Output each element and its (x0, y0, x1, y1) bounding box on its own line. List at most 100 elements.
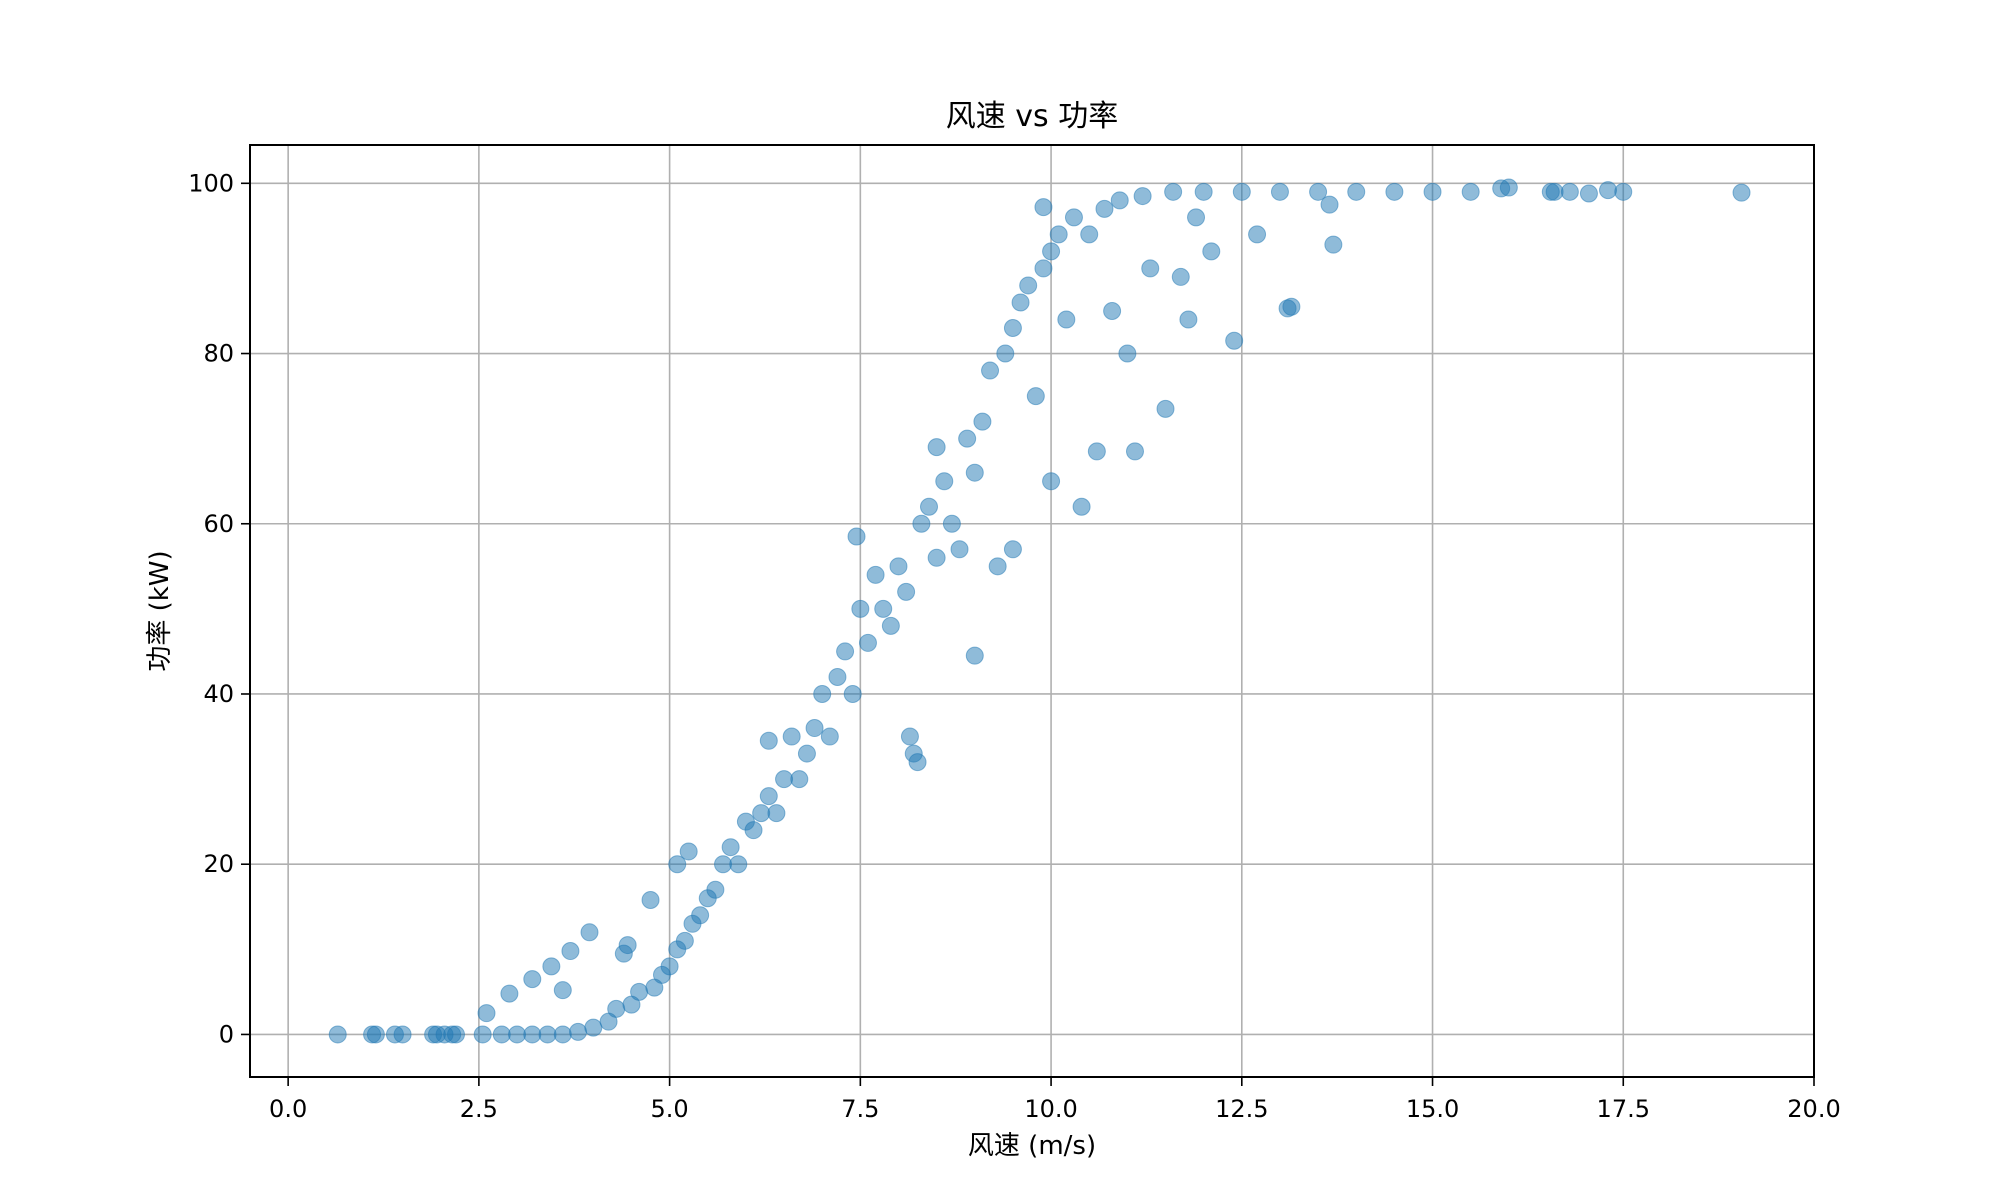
scatter-point (1156, 399, 1175, 418)
scatter-point (1461, 182, 1480, 201)
scatter-point (759, 731, 778, 750)
scatter-point (553, 1025, 572, 1044)
scatter-point (767, 804, 786, 823)
y-axis-label: 功率 (kW) (145, 550, 175, 671)
scatter-point (580, 923, 599, 942)
x-tick-label: 15.0 (1406, 1095, 1459, 1123)
scatter-point (927, 548, 946, 567)
scatter-point (836, 642, 855, 661)
scatter-point (744, 821, 763, 840)
scatter-point (889, 557, 908, 576)
scatter-point (675, 931, 694, 950)
scatter-point (1423, 182, 1442, 201)
scatter-point (641, 890, 660, 909)
y-tick-label: 0 (219, 1020, 234, 1048)
x-axis-ticks: 0.0 2.5 5.0 7.5 10.0 12.5 15.0 17.5 20.0 (269, 1077, 1841, 1123)
scatter-point (759, 787, 778, 806)
scatter-point (1499, 178, 1518, 197)
scatter-point (492, 1025, 511, 1044)
scatter-point (721, 838, 740, 857)
scatter-point (1110, 191, 1129, 210)
scatter-point (813, 684, 832, 703)
scatter-point (1133, 187, 1152, 206)
scatter-point (1141, 259, 1160, 278)
scatter-point (874, 599, 893, 618)
scatter-point (553, 981, 572, 1000)
scatter-point (1194, 182, 1213, 201)
scatter-point (828, 667, 847, 686)
scatter-point (1072, 497, 1091, 516)
x-tick-label: 7.5 (841, 1095, 879, 1123)
scatter-point (542, 957, 561, 976)
y-tick-label: 60 (203, 510, 234, 538)
scatter-point (908, 753, 927, 772)
scatter-point (523, 970, 542, 989)
x-tick-label: 5.0 (651, 1095, 689, 1123)
scatter-point (897, 582, 916, 601)
scatter-point (782, 727, 801, 746)
scatter-point (1732, 183, 1751, 202)
scatter-point (477, 1004, 496, 1023)
scatter-point (706, 880, 725, 899)
scatter-point (851, 599, 870, 618)
scatter-point (1057, 310, 1076, 329)
scatter-point (988, 557, 1007, 576)
scatter-point (446, 1025, 465, 1044)
scatter-point (1282, 297, 1301, 316)
scatter-point (366, 1025, 385, 1044)
scatter-point (500, 984, 519, 1003)
scatter-point (1003, 540, 1022, 559)
scatter-point (328, 1025, 347, 1044)
scatter-point (1599, 181, 1618, 200)
scatter-point (668, 855, 687, 874)
scatter-point (630, 982, 649, 1001)
scatter-point (965, 646, 984, 665)
scatter-point (935, 472, 954, 491)
scatter-point (1118, 344, 1137, 363)
scatter-point (691, 906, 710, 925)
scatter-point (393, 1025, 412, 1044)
scatter-point (1103, 301, 1122, 320)
scatter-point (981, 361, 1000, 380)
scatter-point (1003, 318, 1022, 337)
scatter-point (805, 719, 824, 738)
scatter-point (1026, 387, 1045, 406)
scatter-point (1545, 182, 1564, 201)
x-tick-label: 17.5 (1597, 1095, 1650, 1123)
scatter-point (1011, 293, 1030, 312)
chart-title: 风速 vs 功率 (946, 99, 1118, 134)
scatter-point (973, 412, 992, 431)
scatter-point (1171, 267, 1190, 286)
scatter-point (1034, 198, 1053, 217)
scatter-point (847, 527, 866, 546)
scatter-point (618, 936, 637, 955)
scatter-point (607, 999, 626, 1018)
scatter-point (950, 540, 969, 559)
scatter-point (569, 1022, 588, 1041)
scatter-point (920, 497, 939, 516)
scatter-point (1324, 235, 1343, 254)
scatter-point (927, 438, 946, 457)
y-tick-label: 80 (203, 340, 234, 368)
scatter-point (584, 1018, 603, 1037)
scatter-point (1579, 184, 1598, 203)
scatter-point (729, 855, 748, 874)
scatter-point (843, 684, 862, 703)
x-tick-label: 2.5 (460, 1095, 498, 1123)
scatter-point (1225, 331, 1244, 350)
x-tick-label: 12.5 (1215, 1095, 1268, 1123)
scatter-point (1042, 472, 1061, 491)
scatter-point (820, 727, 839, 746)
scatter-point (1187, 208, 1206, 227)
scatter-point (1087, 442, 1106, 461)
scatter-point (714, 855, 733, 874)
scatter-point (1064, 208, 1083, 227)
scatter-point (881, 616, 900, 635)
x-tick-label: 0.0 (269, 1095, 307, 1123)
scatter-point (1232, 182, 1251, 201)
plot-frame (249, 144, 1815, 1078)
scatter-point (900, 727, 919, 746)
scatter-point (523, 1025, 542, 1044)
x-tick-label: 20.0 (1787, 1095, 1840, 1123)
